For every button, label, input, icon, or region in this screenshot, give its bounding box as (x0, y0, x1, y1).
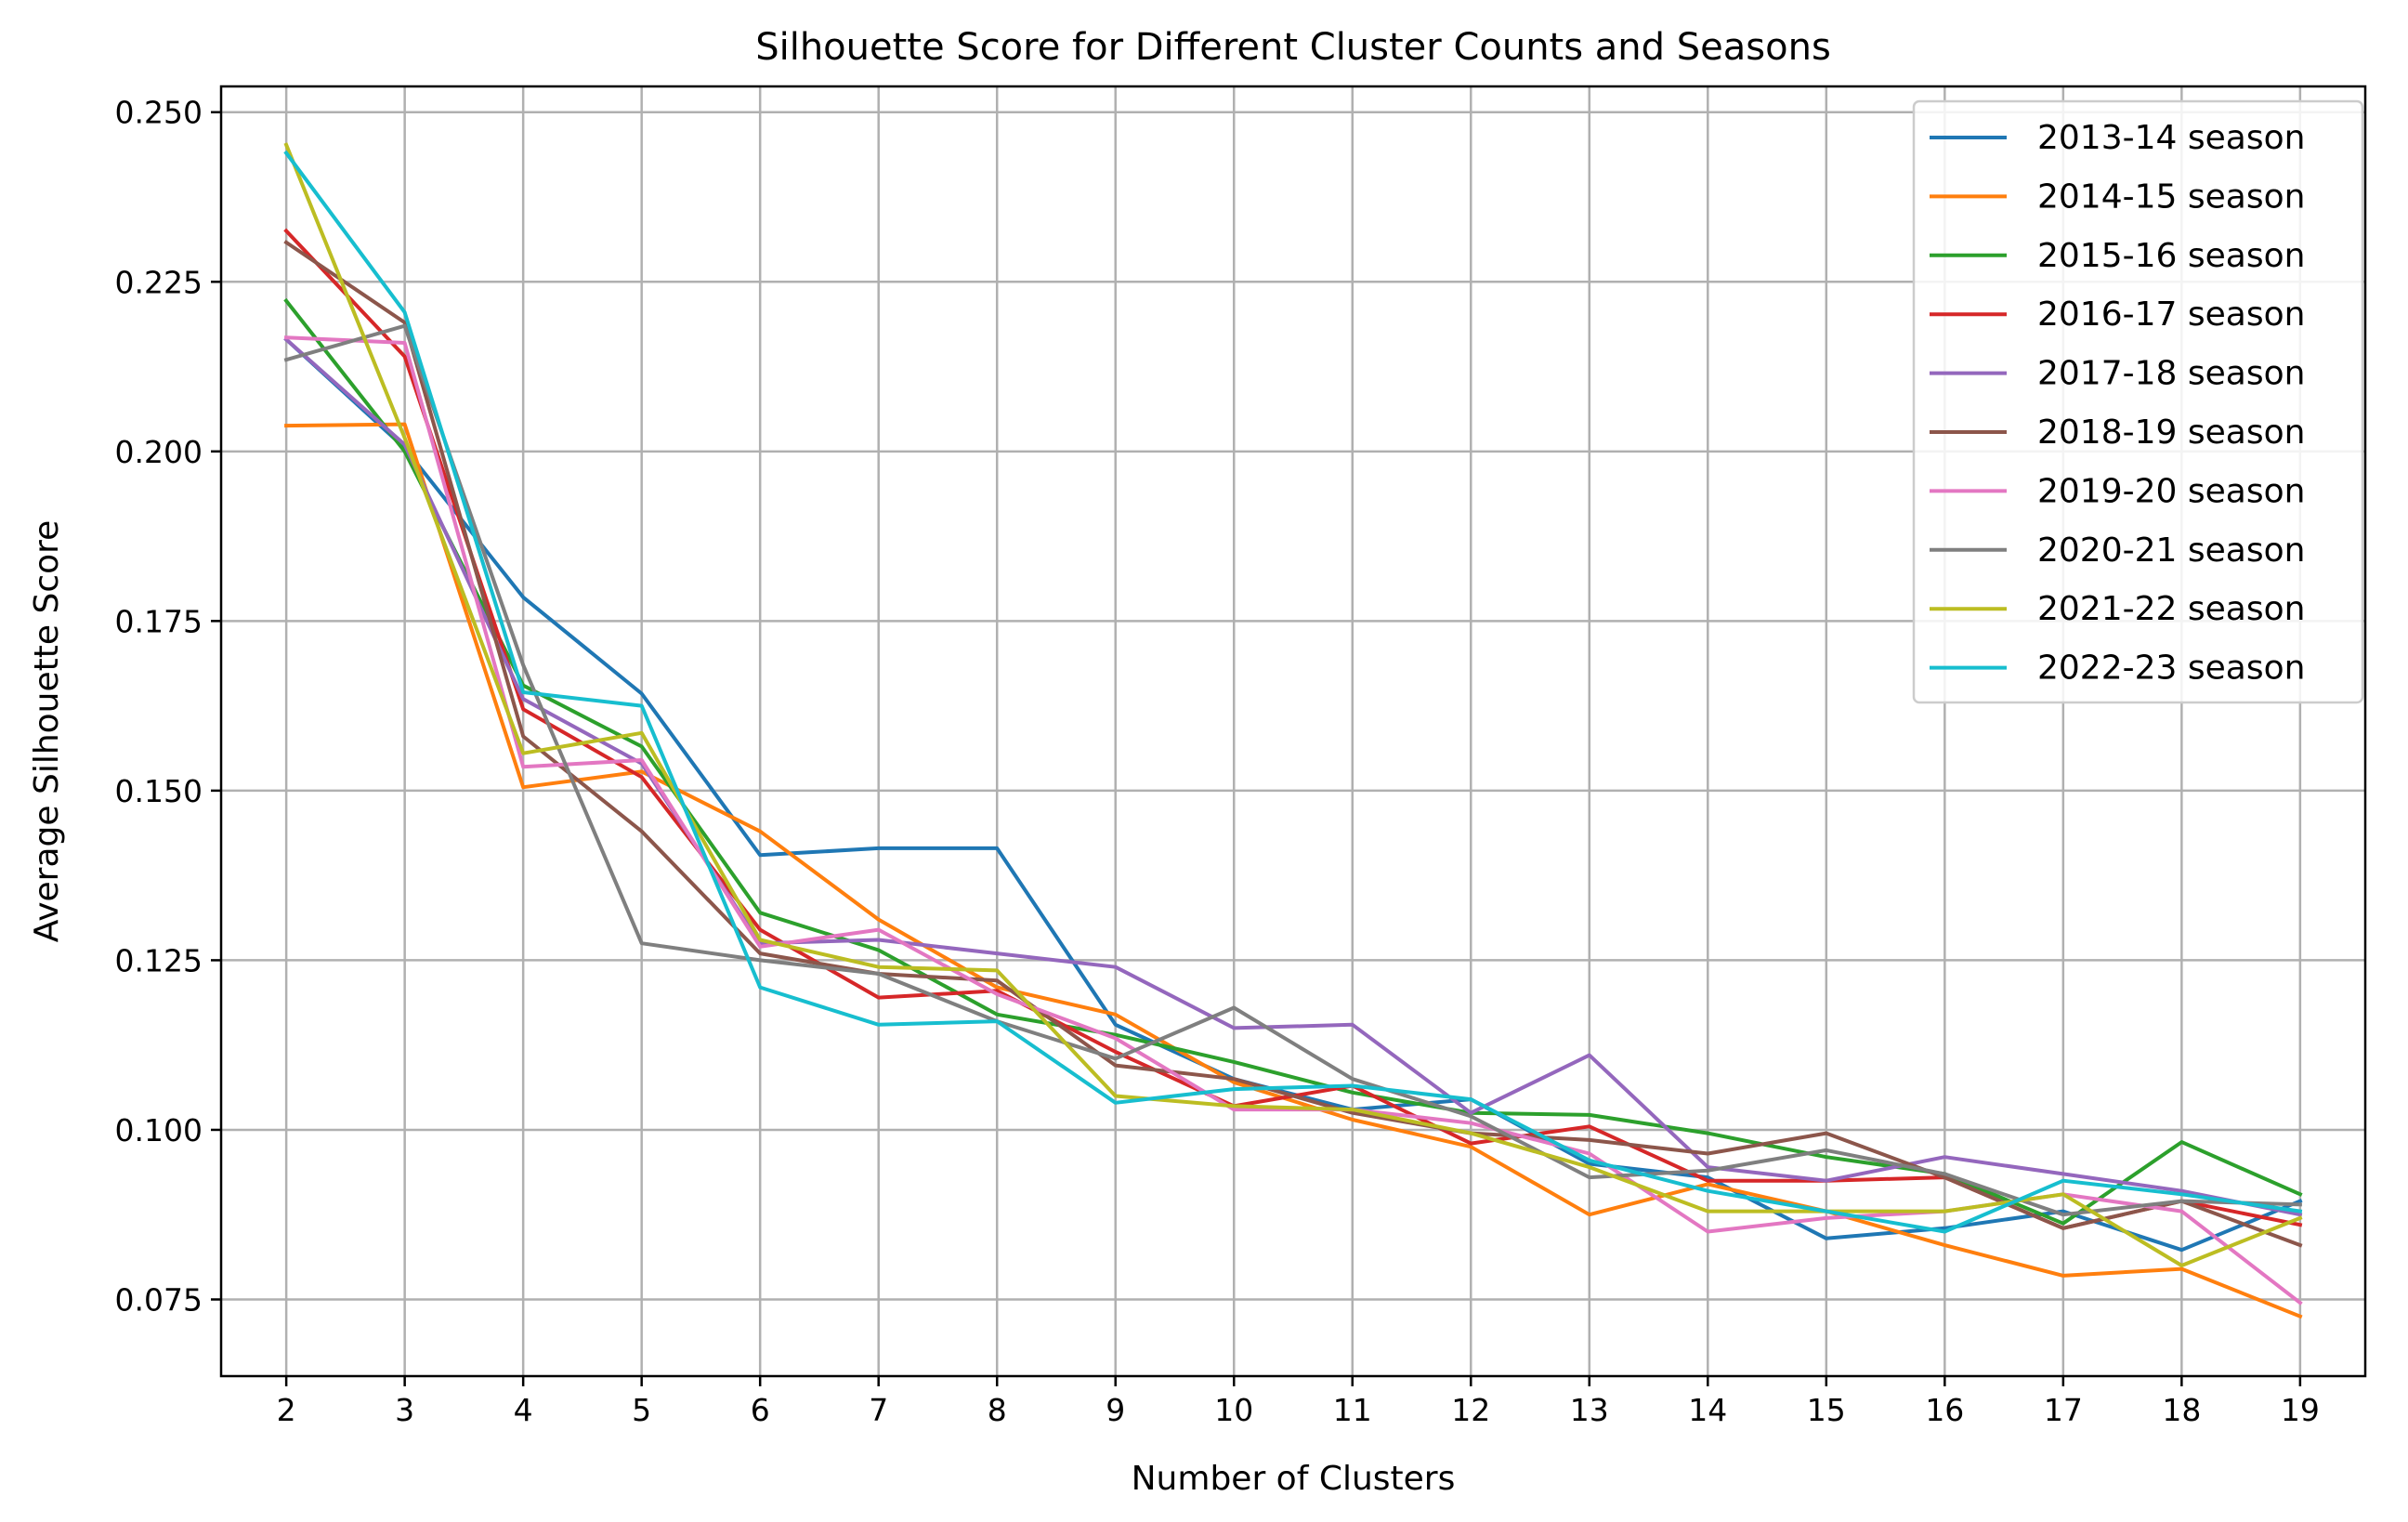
y-tick-label: 0.175 (115, 603, 203, 639)
x-tick-label: 13 (1570, 1392, 1609, 1428)
x-axis-label: Number of Clusters (1132, 1460, 1456, 1498)
legend-box (1912, 99, 2364, 704)
x-tick-label: 9 (1106, 1392, 1125, 1428)
series-line-2018-19 (283, 240, 2303, 1248)
x-tick-label: 15 (1807, 1392, 1846, 1428)
x-tick-label: 18 (2162, 1392, 2201, 1428)
x-tick-label: 4 (514, 1392, 533, 1428)
chart-title: Silhouette Score for Different Cluster C… (755, 26, 1831, 69)
y-axis-label: Average Silhouette Score (28, 520, 66, 943)
legend-label: 2016-17 season (2037, 295, 2305, 334)
x-tick-label: 19 (2281, 1392, 2320, 1428)
x-tick-label: 16 (1925, 1392, 1964, 1428)
y-tick-label: 0.250 (115, 95, 203, 131)
series-line-2022-23 (283, 150, 2303, 1234)
legend-label: 2014-15 season (2037, 177, 2305, 216)
x-tick-label: 2 (277, 1392, 296, 1428)
x-tick-label: 14 (1688, 1392, 1727, 1428)
y-tick-label: 0.075 (115, 1281, 203, 1318)
series-line-2017-18 (283, 336, 2303, 1217)
x-tick-label: 12 (1451, 1392, 1490, 1428)
legend-label: 2019-20 season (2037, 472, 2305, 510)
legend-label: 2013-14 season (2037, 119, 2305, 157)
legend-label: 2015-16 season (2037, 237, 2305, 275)
x-tick-label: 10 (1214, 1392, 1253, 1428)
x-tick-label: 5 (632, 1392, 651, 1428)
y-tick-label: 0.150 (115, 773, 203, 809)
legend-label: 2017-18 season (2037, 355, 2305, 393)
x-tick-label: 3 (395, 1392, 414, 1428)
y-axis-ticks: 0.075 0.100 0.125 0.150 0.175 0.200 0.225 0.250 (115, 95, 221, 1318)
series-line-2014-15 (284, 422, 2303, 1319)
legend-label: 2020-21 season (2037, 531, 2305, 570)
y-tick-label: 0.225 (115, 264, 203, 300)
series-line-2021-22 (283, 142, 2303, 1267)
x-tick-label: 8 (988, 1392, 1007, 1428)
series-lines (283, 142, 2303, 1319)
series-line-2020-21 (283, 323, 2302, 1217)
x-tick-label: 6 (751, 1392, 770, 1428)
y-tick-label: 0.125 (115, 942, 203, 978)
y-tick-label: 0.200 (115, 434, 203, 470)
legend: 2013-14 season 2014-15 season 2015-16 seas… (1912, 99, 2364, 704)
x-tick-label: 17 (2044, 1392, 2083, 1428)
legend-label: 2022-23 season (2037, 649, 2305, 688)
legend-entries: 2013-14 season 2014-15 season 2015-16 seas… (1930, 119, 2305, 688)
y-tick-label: 0.100 (115, 1112, 203, 1148)
x-axis-ticks: 2 3 4 5 6 7 8 9 10 11 12 13 14 15 16 17 18 19 (277, 1376, 2320, 1428)
x-tick-label: 7 (869, 1392, 888, 1428)
x-tick-label: 11 (1333, 1392, 1372, 1428)
plot-area-frame (219, 85, 2367, 1378)
legend-label: 2018-19 season (2037, 413, 2305, 452)
legend-label: 2021-22 season (2037, 590, 2305, 628)
